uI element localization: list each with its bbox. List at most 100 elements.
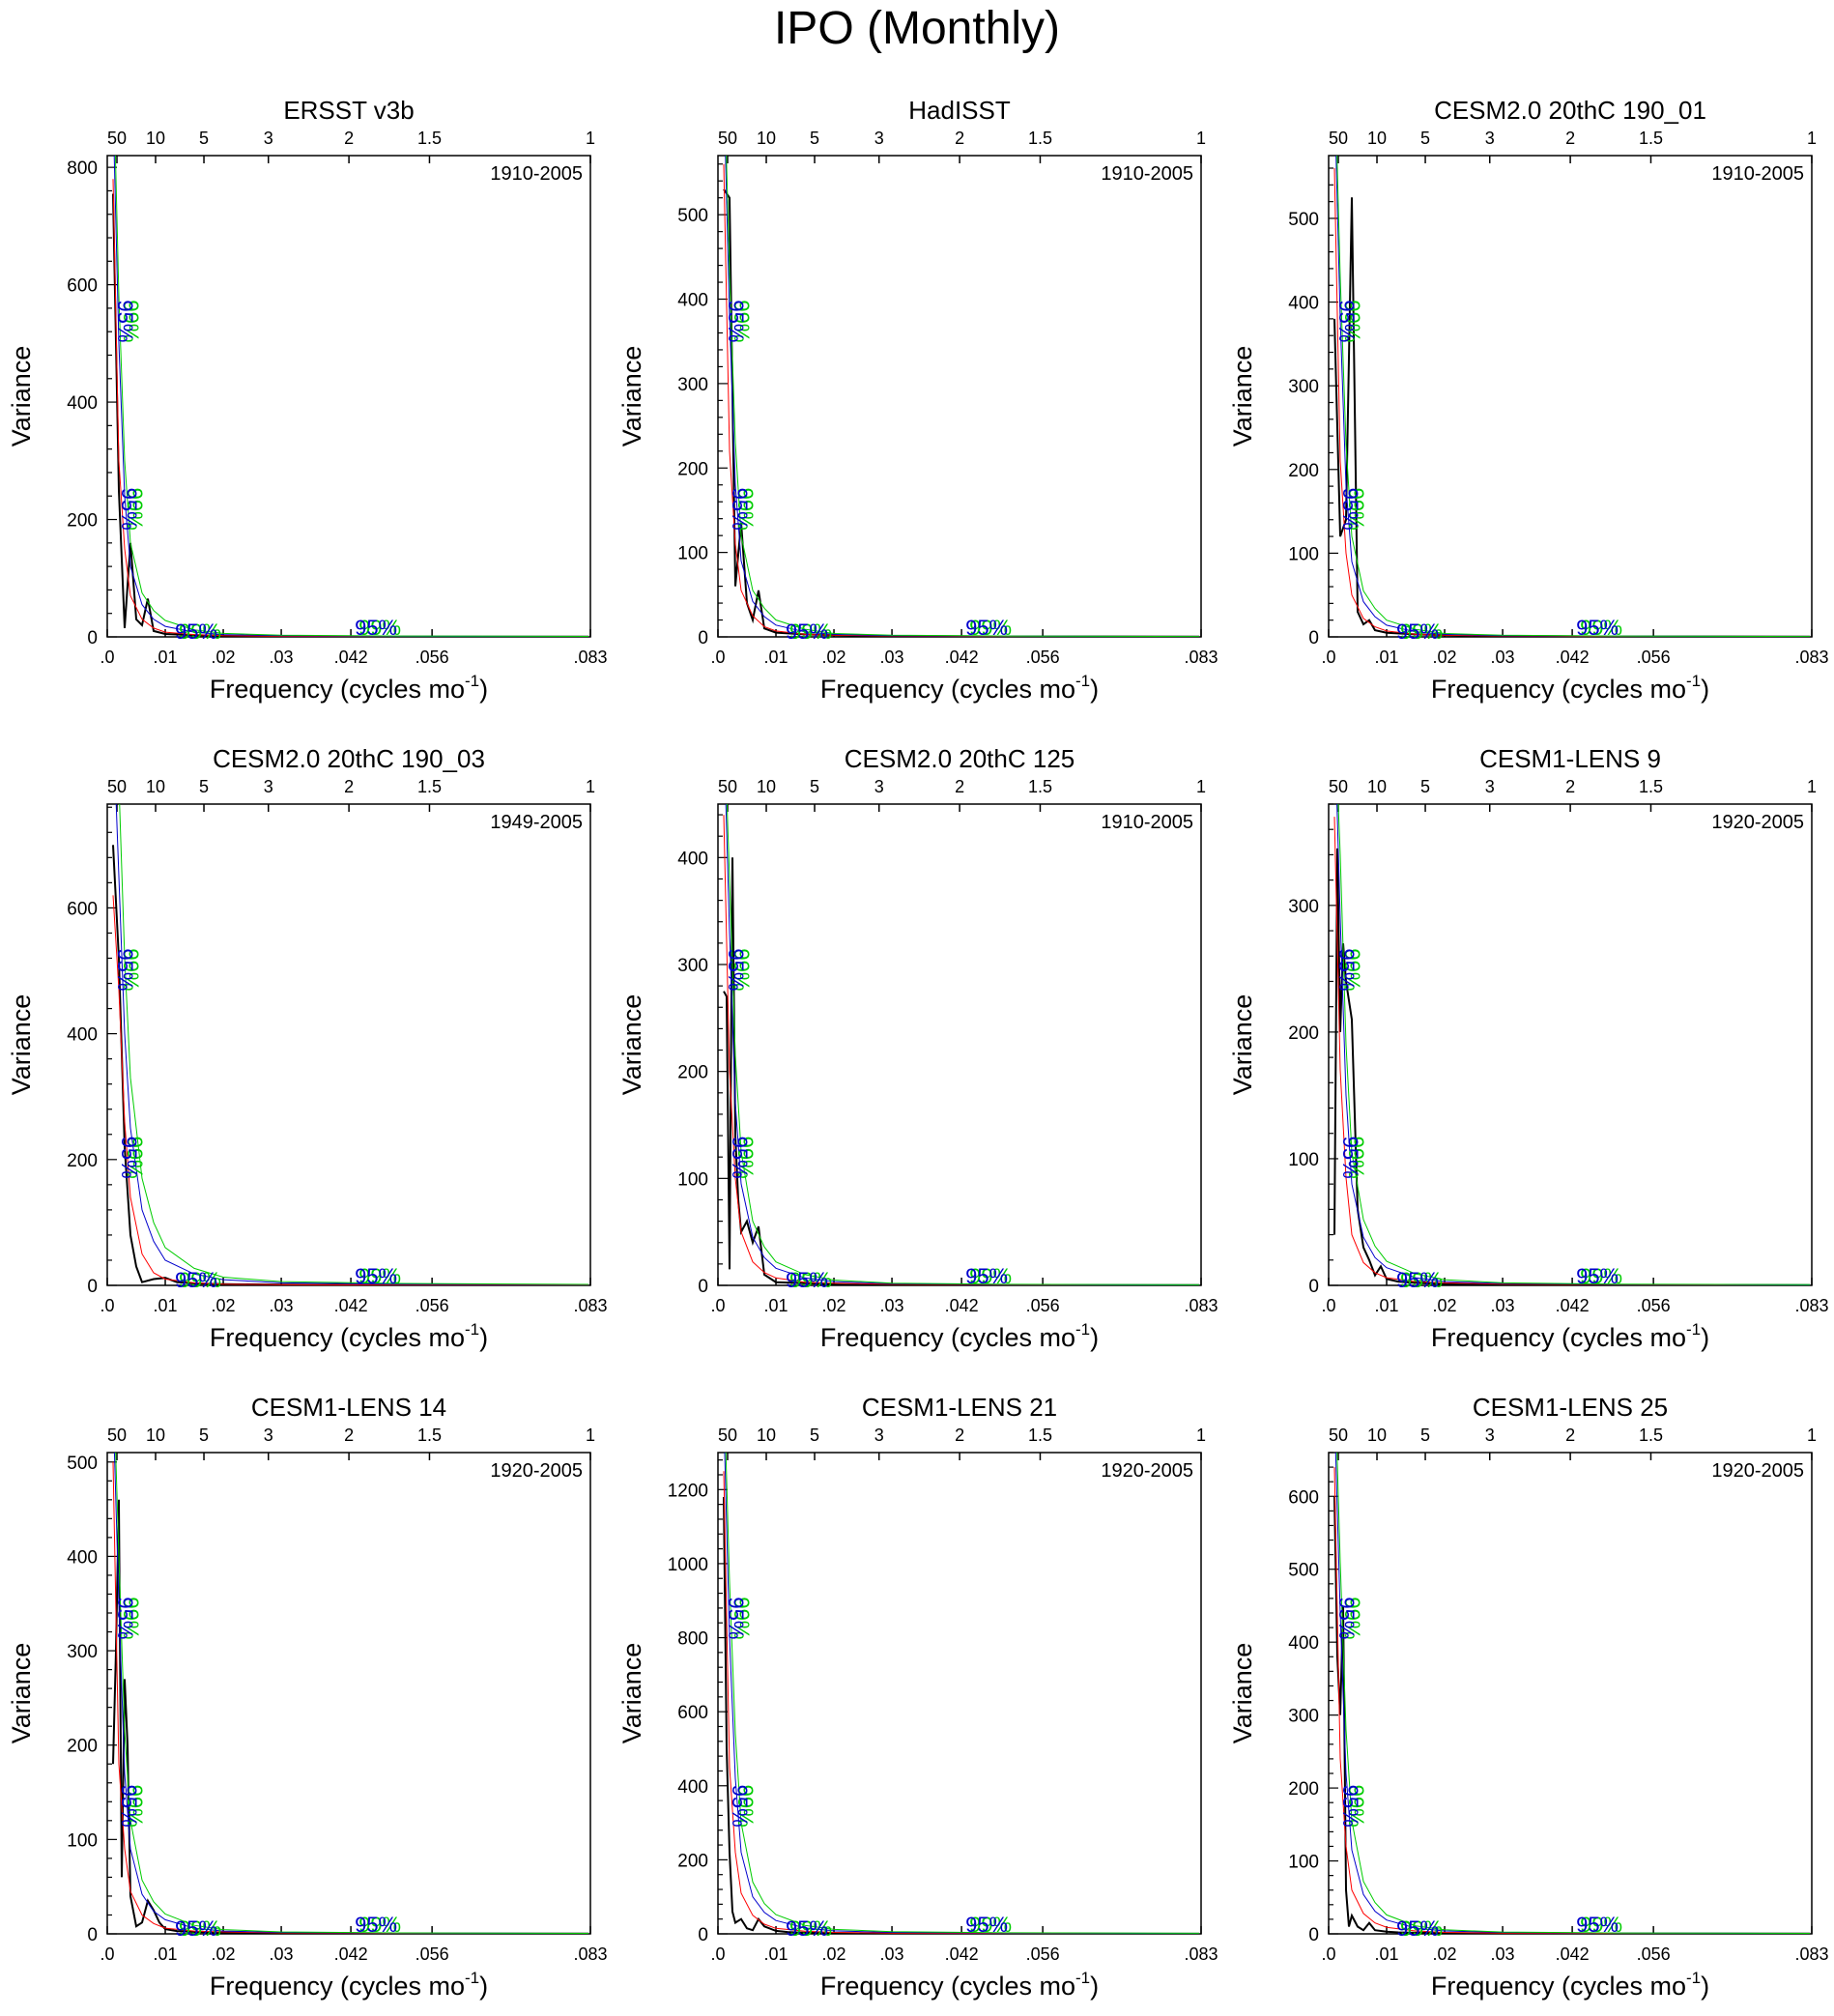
series-line-spectrum [112,845,589,1285]
series-line-99pct [725,1453,1200,1934]
y-tick-label: 0 [698,1925,708,1945]
conf-label-99: 99% [123,488,147,531]
x-axis-label-main: Frequency (cycles mo [1431,675,1686,704]
conf-label-99-h: 99% [1400,619,1443,644]
chart-panel-7: CESM1-LENS 14 1920-2005 .0 .01 .02 .03 .042 .05… [7,1393,608,2001]
conf-label-95: 95% [117,488,141,531]
x-tick-label: .01 [154,1944,178,1964]
y-tick-label: 300 [677,956,708,976]
period-label: 1949-2005 [490,812,583,833]
series-group [723,804,1200,1285]
y-tick-label: 100 [677,1169,708,1190]
x-tick-label: .0 [710,1296,725,1315]
top-tick-label: 1 [586,1426,595,1445]
y-tick-label: 200 [1288,1779,1319,1800]
conf-label-95-h: 95% [965,1264,1008,1288]
x-axis-label-close: ) [479,1972,488,2001]
x-axis-label: Frequency (cycles mo-1) [1431,1969,1709,2001]
conf-label-99-h: 99% [179,619,221,644]
y-tick-label: 200 [677,459,708,479]
top-tick-label: 5 [199,1426,209,1445]
conf-label-99-h: 99% [1400,1916,1443,1941]
y-tick-label: 0 [87,1925,98,1945]
x-tick-label: .0 [1321,648,1335,667]
conf-label-99: 99% [123,1785,147,1828]
y-tick-label: 500 [67,1454,98,1474]
y-axis-label: Variance [7,346,36,447]
y-axis-label: Variance [7,1643,36,1744]
y-tick-label: 400 [677,1777,708,1798]
conf-label-95-h: 95% [1396,619,1439,644]
y-tick-label: 200 [677,1851,708,1871]
y-tick-label: 600 [1288,1487,1319,1508]
x-tick-label: .0 [710,648,725,667]
top-tick-label: 1.5 [1639,1426,1663,1445]
conf-label-99-h: 99% [1580,1913,1622,1937]
x-tick-label: .042 [334,1944,368,1964]
x-tick-label: .02 [212,1944,236,1964]
y-axis-label: Variance [617,1643,646,1744]
plot-frame [717,803,1202,1286]
chart-panel-8: CESM1-LENS 21 1920-2005 .0 .01 .02 .03 .042 .05… [617,1393,1218,2001]
period-label: 1920-2005 [490,1460,583,1482]
x-tick-label: .03 [1491,1296,1515,1315]
x-tick-label: .042 [1556,1944,1590,1964]
series-line-95pct [1334,1453,1811,1934]
series-line-red-noise [723,163,1200,637]
conf-label-99-h: 99% [789,619,832,644]
top-tick-label: 1.5 [1028,777,1052,796]
top-tick-label: 3 [1485,1426,1495,1445]
series-group [723,156,1200,637]
x-tick-label: .042 [1556,648,1590,667]
y-tick-label: 400 [677,291,708,311]
y-tick-label: 100 [677,544,708,564]
conf-label-99-h: 99% [1400,1268,1443,1292]
conf-label-99-h: 99% [179,1268,221,1292]
x-axis-label-sup: -1 [1075,1320,1090,1339]
series-line-spectrum [723,1496,1200,1934]
top-tick-label: 10 [1367,129,1387,148]
series-line-99pct [114,156,589,637]
top-tick-label: 5 [810,129,819,148]
x-tick-label: .01 [154,1296,178,1315]
series-line-99pct [726,804,1200,1285]
series-line-99pct [1336,156,1811,637]
x-tick-label: .083 [1184,1944,1218,1964]
top-tick-label: 3 [1485,777,1495,796]
y-tick-label: 400 [67,1025,98,1046]
x-tick-label: .083 [573,1296,607,1315]
conf-label-95: 95% [1334,1597,1359,1639]
conf-label-95-h: 95% [1396,1916,1439,1941]
top-tick-label: 5 [199,129,209,148]
y-tick-label: 100 [1288,1853,1319,1873]
x-tick-label: .02 [1433,648,1457,667]
conf-label-95-h: 95% [175,1268,217,1292]
conf-label-99-h: 99% [789,1268,832,1292]
y-tick-label: 400 [67,1547,98,1568]
top-tick-label: 2 [344,129,354,148]
panel-title: CESM1-LENS 14 [251,1393,446,1422]
series-group [723,1453,1200,1934]
top-tick-label: 1 [1196,1426,1206,1445]
plot-frame [1328,155,1813,638]
series-line-spectrum [112,193,589,637]
plot-frame [106,155,591,638]
y-tick-label: 0 [698,628,708,648]
top-tick-label: 3 [874,129,884,148]
x-axis-label-close: ) [1090,1972,1099,2001]
y-tick-label: 800 [677,1629,708,1650]
top-tick-label: 10 [1367,1426,1387,1445]
x-tick-label: .042 [334,648,368,667]
y-axis-label: Variance [1228,994,1257,1096]
conf-label-95-h: 95% [965,616,1008,640]
x-tick-label: .02 [822,1944,846,1964]
y-tick-label: 200 [67,511,98,532]
x-axis-label: Frequency (cycles mo-1) [1431,672,1709,704]
top-tick-label: 1 [1196,129,1206,148]
x-tick-label: .02 [1433,1944,1457,1964]
conf-label-95-h: 95% [355,1264,397,1288]
top-tick-label: 1 [1807,777,1817,796]
series-group [1333,804,1811,1285]
y-tick-label: 500 [1288,210,1319,230]
top-tick-label: 50 [107,777,127,796]
